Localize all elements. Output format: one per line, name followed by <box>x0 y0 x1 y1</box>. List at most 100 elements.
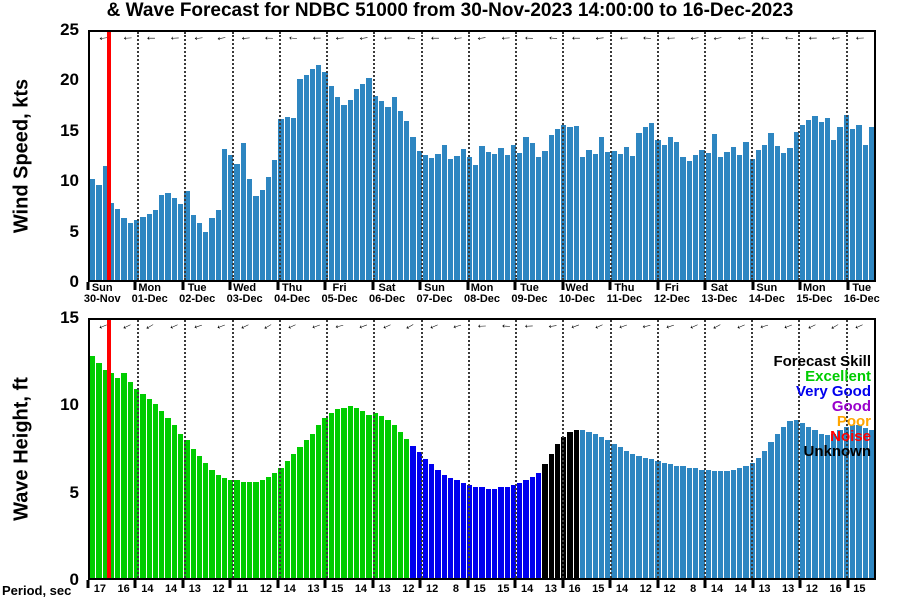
wind-bar <box>429 157 435 280</box>
period-value: 14 <box>615 583 629 595</box>
wind-bar <box>743 142 749 280</box>
wind-bar <box>184 190 190 280</box>
day-date: 08-Dec <box>463 293 501 305</box>
wind-bar <box>127 223 133 280</box>
day-tick <box>703 580 707 588</box>
day-gridline <box>231 32 234 280</box>
day-gridline <box>703 320 706 578</box>
wind-bar <box>334 97 341 280</box>
y-tick-label: 0 <box>69 570 79 589</box>
day-tick <box>703 282 707 290</box>
day-gridline <box>751 32 754 280</box>
wave-bar <box>108 373 115 578</box>
wave-bars <box>90 320 874 578</box>
wave-bar <box>140 393 146 578</box>
day-name: Mon <box>470 282 494 294</box>
y-tick-label: 15 <box>60 120 79 140</box>
wind-bar <box>762 145 768 280</box>
wind-speed-panel: Wind Speed, kts → → → → → → → → → → → → → → → → → → → → → → → →… <box>11 20 876 291</box>
wind-bar <box>567 127 573 280</box>
wind-direction-arrow: → <box>569 33 583 48</box>
day-gridline <box>703 32 706 280</box>
wave-bar <box>435 469 441 578</box>
wind-bar <box>96 184 102 280</box>
wave-bar <box>328 412 334 578</box>
wind-bar <box>228 155 234 280</box>
wave-bar <box>284 461 290 578</box>
wind-bar <box>378 101 385 280</box>
wave-bar <box>824 435 831 578</box>
day-date: 10-Dec <box>558 293 595 305</box>
day-name: Wed <box>233 282 257 294</box>
wind-y-axis-label: Wind Speed, kts <box>10 78 33 234</box>
day-label: Thu 04-Dec <box>274 283 310 305</box>
wind-bar <box>240 143 247 280</box>
wind-bar <box>404 121 410 280</box>
day-gridline <box>656 320 659 578</box>
wave-bar <box>133 388 140 578</box>
period-value: 12 <box>639 583 652 595</box>
wind-bar <box>868 127 874 280</box>
wave-bar <box>102 369 108 578</box>
wind-bar <box>291 118 297 280</box>
wind-bar <box>705 153 711 280</box>
wave-bar <box>146 399 152 578</box>
day-gridline <box>278 320 281 578</box>
wave-bar <box>806 426 812 578</box>
wave-bar <box>743 466 749 578</box>
wave-bar <box>762 450 768 578</box>
wave-bar <box>711 471 718 578</box>
wind-bar <box>649 123 655 280</box>
period-value: 13 <box>188 583 201 595</box>
wave-bar <box>171 424 177 578</box>
wind-direction-arrow: → <box>805 32 820 49</box>
day-tick <box>608 580 612 588</box>
day-label: Sat 06-Dec <box>369 283 405 305</box>
wave-bar <box>567 431 573 578</box>
wind-direction-arrow: → <box>828 32 844 49</box>
day-tick <box>513 282 517 290</box>
wave-bar <box>228 479 234 578</box>
wind-bar <box>410 137 416 280</box>
wave-bar <box>680 466 686 578</box>
y-tick-label: 0 <box>69 272 79 291</box>
wave-bar <box>586 431 592 578</box>
wind-bar <box>736 155 743 280</box>
wind-bar <box>190 214 196 280</box>
day-date: 05-Dec <box>321 293 358 305</box>
wave-bar <box>774 433 780 578</box>
period-value: 15 <box>473 583 486 595</box>
wave-bar <box>347 406 353 578</box>
wind-bar <box>416 151 422 280</box>
period-value: 15 <box>853 583 866 595</box>
wind-bar <box>780 153 787 280</box>
day-tick <box>798 580 802 588</box>
day-tick <box>751 580 755 588</box>
period-value: 12 <box>212 583 225 595</box>
wave-bar <box>391 424 397 578</box>
wind-bar <box>592 154 598 280</box>
wave-bar <box>303 440 309 578</box>
legend-entry-noise: Noise <box>830 428 871 445</box>
day-name: Fri <box>332 282 347 294</box>
wave-bar <box>196 455 203 578</box>
day-tick <box>751 282 755 290</box>
period-value: 12 <box>663 583 676 595</box>
wave-bar <box>454 479 460 578</box>
wave-plot-area: → → → → → → → → → → → → → → → → → → → → → → → → → → → → → → → → → <box>88 318 876 580</box>
period-value: 17 <box>93 583 106 595</box>
wind-bar <box>674 142 680 280</box>
day-date: 14-Dec <box>748 293 785 305</box>
wave-bar <box>523 479 529 578</box>
wave-x-ticks <box>86 580 876 590</box>
wind-bar <box>837 127 843 280</box>
day-tick <box>846 282 850 290</box>
wave-bar <box>787 421 793 578</box>
day-gridline <box>326 320 329 578</box>
day-tick <box>608 282 612 290</box>
wave-bar <box>316 424 322 578</box>
wind-bar <box>699 150 705 280</box>
wind-direction-arrow: → <box>451 32 466 49</box>
day-gridline <box>231 320 234 578</box>
wind-x-ticks <box>86 282 876 292</box>
